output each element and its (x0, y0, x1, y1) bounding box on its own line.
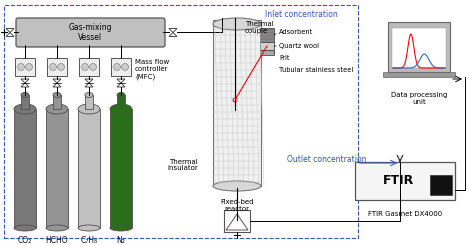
Polygon shape (21, 83, 29, 87)
Ellipse shape (14, 225, 36, 231)
Bar (21, 95, 29, 109)
Ellipse shape (14, 104, 36, 114)
Bar (14, 109, 36, 228)
FancyBboxPatch shape (16, 18, 165, 47)
Text: HCHO: HCHO (45, 236, 68, 245)
Bar (111, 58, 131, 76)
Ellipse shape (213, 18, 261, 30)
Polygon shape (117, 79, 125, 83)
Ellipse shape (110, 225, 132, 231)
Text: FTIR Gasmet DX4000: FTIR Gasmet DX4000 (368, 211, 442, 217)
Bar (15, 58, 35, 76)
Text: Frit: Frit (274, 52, 289, 61)
Text: Thermal
couple: Thermal couple (245, 22, 274, 35)
Circle shape (233, 98, 237, 102)
Circle shape (90, 63, 97, 71)
Bar (46, 109, 68, 228)
Polygon shape (85, 79, 93, 83)
Text: Adsorbent: Adsorbent (274, 29, 313, 35)
Bar (355, 162, 455, 200)
Bar (213, 20, 261, 186)
Text: CO₂: CO₂ (18, 236, 32, 245)
Ellipse shape (46, 104, 68, 114)
Text: Data processing
unit: Data processing unit (391, 92, 447, 105)
Polygon shape (6, 28, 14, 33)
Bar (224, 210, 250, 232)
Text: Tubular stainless steel: Tubular stainless steel (279, 67, 353, 73)
Circle shape (17, 63, 24, 71)
Bar (78, 109, 100, 228)
Polygon shape (169, 33, 177, 37)
Text: Gas-mixing
Vessel: Gas-mixing Vessel (69, 23, 112, 42)
Bar (117, 95, 125, 109)
Circle shape (113, 63, 121, 71)
Circle shape (58, 63, 65, 71)
Bar (53, 95, 61, 109)
Polygon shape (21, 79, 29, 83)
Circle shape (82, 63, 89, 71)
Ellipse shape (78, 104, 100, 114)
Ellipse shape (78, 225, 100, 231)
Bar (388, 22, 450, 72)
Text: N₂: N₂ (117, 236, 125, 245)
Ellipse shape (21, 93, 29, 98)
Polygon shape (53, 83, 61, 87)
Bar (383, 72, 455, 77)
Text: Fixed-bed
reactor: Fixed-bed reactor (220, 199, 254, 212)
Bar (392, 28, 446, 68)
Circle shape (121, 63, 129, 71)
Ellipse shape (53, 93, 61, 98)
Polygon shape (169, 28, 177, 33)
Text: Quartz wool: Quartz wool (274, 43, 319, 49)
Bar (260, 50, 274, 55)
Text: Mass flow
controller
(MFC): Mass flow controller (MFC) (135, 59, 169, 79)
Bar (260, 42, 274, 50)
Polygon shape (6, 33, 14, 37)
Ellipse shape (46, 225, 68, 231)
Ellipse shape (213, 181, 261, 191)
Polygon shape (53, 79, 61, 83)
Circle shape (50, 63, 56, 71)
Ellipse shape (85, 93, 93, 98)
Bar (4, 5, 358, 238)
Bar (110, 109, 132, 228)
Text: C₇H₈: C₇H₈ (81, 236, 98, 245)
Text: Outlet concentration: Outlet concentration (287, 156, 366, 164)
Bar (79, 58, 99, 76)
Ellipse shape (117, 93, 125, 98)
Bar (260, 28, 274, 42)
Text: FTIR: FTIR (383, 174, 415, 187)
Bar (47, 58, 67, 76)
Text: Inlet concentration: Inlet concentration (265, 10, 338, 19)
Bar (430, 175, 452, 195)
Circle shape (25, 63, 32, 71)
Bar (85, 95, 93, 109)
Polygon shape (85, 83, 93, 87)
Text: Thermal
insulator: Thermal insulator (167, 159, 198, 172)
Polygon shape (117, 83, 125, 87)
Ellipse shape (110, 104, 132, 114)
